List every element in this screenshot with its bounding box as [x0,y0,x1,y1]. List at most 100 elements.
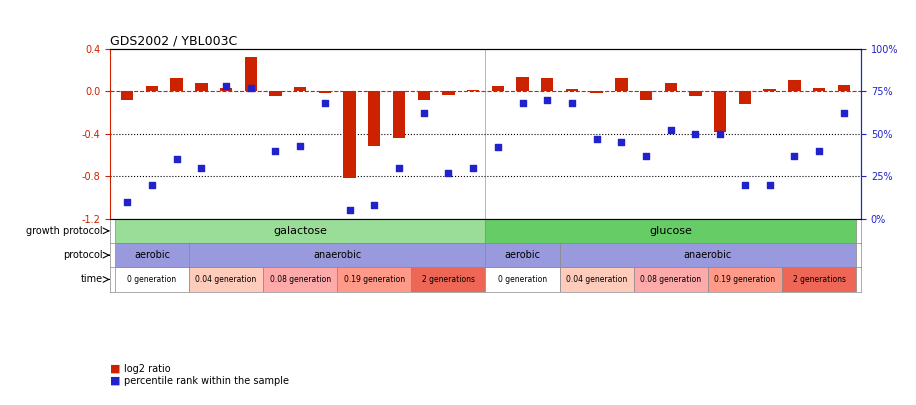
FancyBboxPatch shape [411,267,485,292]
Bar [442,91,454,96]
Point [417,110,431,117]
Bar [492,86,504,91]
Point [442,170,456,176]
Text: growth protocol: growth protocol [26,226,103,236]
Point [663,127,678,134]
FancyBboxPatch shape [485,243,560,267]
Point [713,130,727,137]
Text: GDS2002 / YBL003C: GDS2002 / YBL003C [110,34,237,47]
Bar [170,79,183,91]
Text: ■: ■ [110,364,120,373]
Text: protocol: protocol [63,250,103,260]
Text: 2 generations: 2 generations [422,275,474,284]
Bar [344,91,355,178]
Bar [393,91,405,138]
Point [638,153,653,159]
Point [318,100,333,106]
Text: anaerobic: anaerobic [683,250,732,260]
Bar [837,85,850,91]
Text: galactose: galactose [273,226,327,236]
FancyBboxPatch shape [485,267,560,292]
FancyBboxPatch shape [634,267,708,292]
FancyBboxPatch shape [189,267,263,292]
Point [787,153,802,159]
Bar [738,91,751,104]
Bar [220,88,233,91]
Point [762,181,777,188]
Point [194,164,209,171]
Bar [269,91,281,96]
FancyBboxPatch shape [114,219,485,243]
Point [145,181,159,188]
Point [490,144,505,151]
Point [120,198,135,205]
Bar [714,91,726,132]
FancyBboxPatch shape [114,267,189,292]
FancyBboxPatch shape [189,243,485,267]
Text: 0.08 generation: 0.08 generation [640,275,702,284]
Point [737,181,752,188]
Point [343,207,357,213]
Bar [319,91,331,93]
Point [589,136,604,142]
Bar [517,77,529,91]
Point [614,139,628,145]
Point [392,164,407,171]
Bar [788,81,801,91]
Bar [418,91,430,100]
Bar [616,79,627,91]
Text: 2 generations: 2 generations [792,275,845,284]
Bar [640,91,652,100]
Point [688,130,703,137]
Text: 0 generation: 0 generation [498,275,547,284]
FancyBboxPatch shape [337,267,411,292]
Point [466,164,481,171]
Text: aerobic: aerobic [134,250,170,260]
Bar [690,91,702,96]
Text: 0.19 generation: 0.19 generation [344,275,405,284]
Bar [146,86,158,91]
Text: aerobic: aerobic [505,250,540,260]
Point [515,100,529,106]
FancyBboxPatch shape [560,267,634,292]
Text: 0.04 generation: 0.04 generation [566,275,627,284]
Text: percentile rank within the sample: percentile rank within the sample [124,376,289,386]
Text: log2 ratio: log2 ratio [124,364,170,373]
Point [836,110,851,117]
Bar [763,89,776,91]
Point [268,147,283,154]
Bar [368,91,380,146]
Bar [665,83,677,91]
Bar [812,88,825,91]
FancyBboxPatch shape [708,267,782,292]
Bar [566,89,578,91]
Bar [195,83,208,91]
Point [540,96,554,103]
Bar [541,79,553,91]
Point [169,156,184,162]
Point [367,202,382,208]
Point [244,85,258,91]
Text: 0.04 generation: 0.04 generation [195,275,256,284]
Text: glucose: glucose [649,226,692,236]
FancyBboxPatch shape [485,219,856,243]
Text: 0 generation: 0 generation [127,275,177,284]
Point [564,100,579,106]
Text: time: time [81,275,103,284]
FancyBboxPatch shape [560,243,856,267]
Text: anaerobic: anaerobic [313,250,361,260]
Point [812,147,826,154]
Text: 0.08 generation: 0.08 generation [269,275,331,284]
Bar [467,90,479,91]
FancyBboxPatch shape [114,243,189,267]
Bar [294,87,306,91]
Point [219,83,234,89]
FancyBboxPatch shape [263,267,337,292]
Bar [121,91,134,100]
Bar [245,57,256,91]
Point [293,142,308,149]
Text: 0.19 generation: 0.19 generation [714,275,776,284]
FancyBboxPatch shape [782,267,856,292]
Bar [591,91,603,93]
Text: ■: ■ [110,376,120,386]
